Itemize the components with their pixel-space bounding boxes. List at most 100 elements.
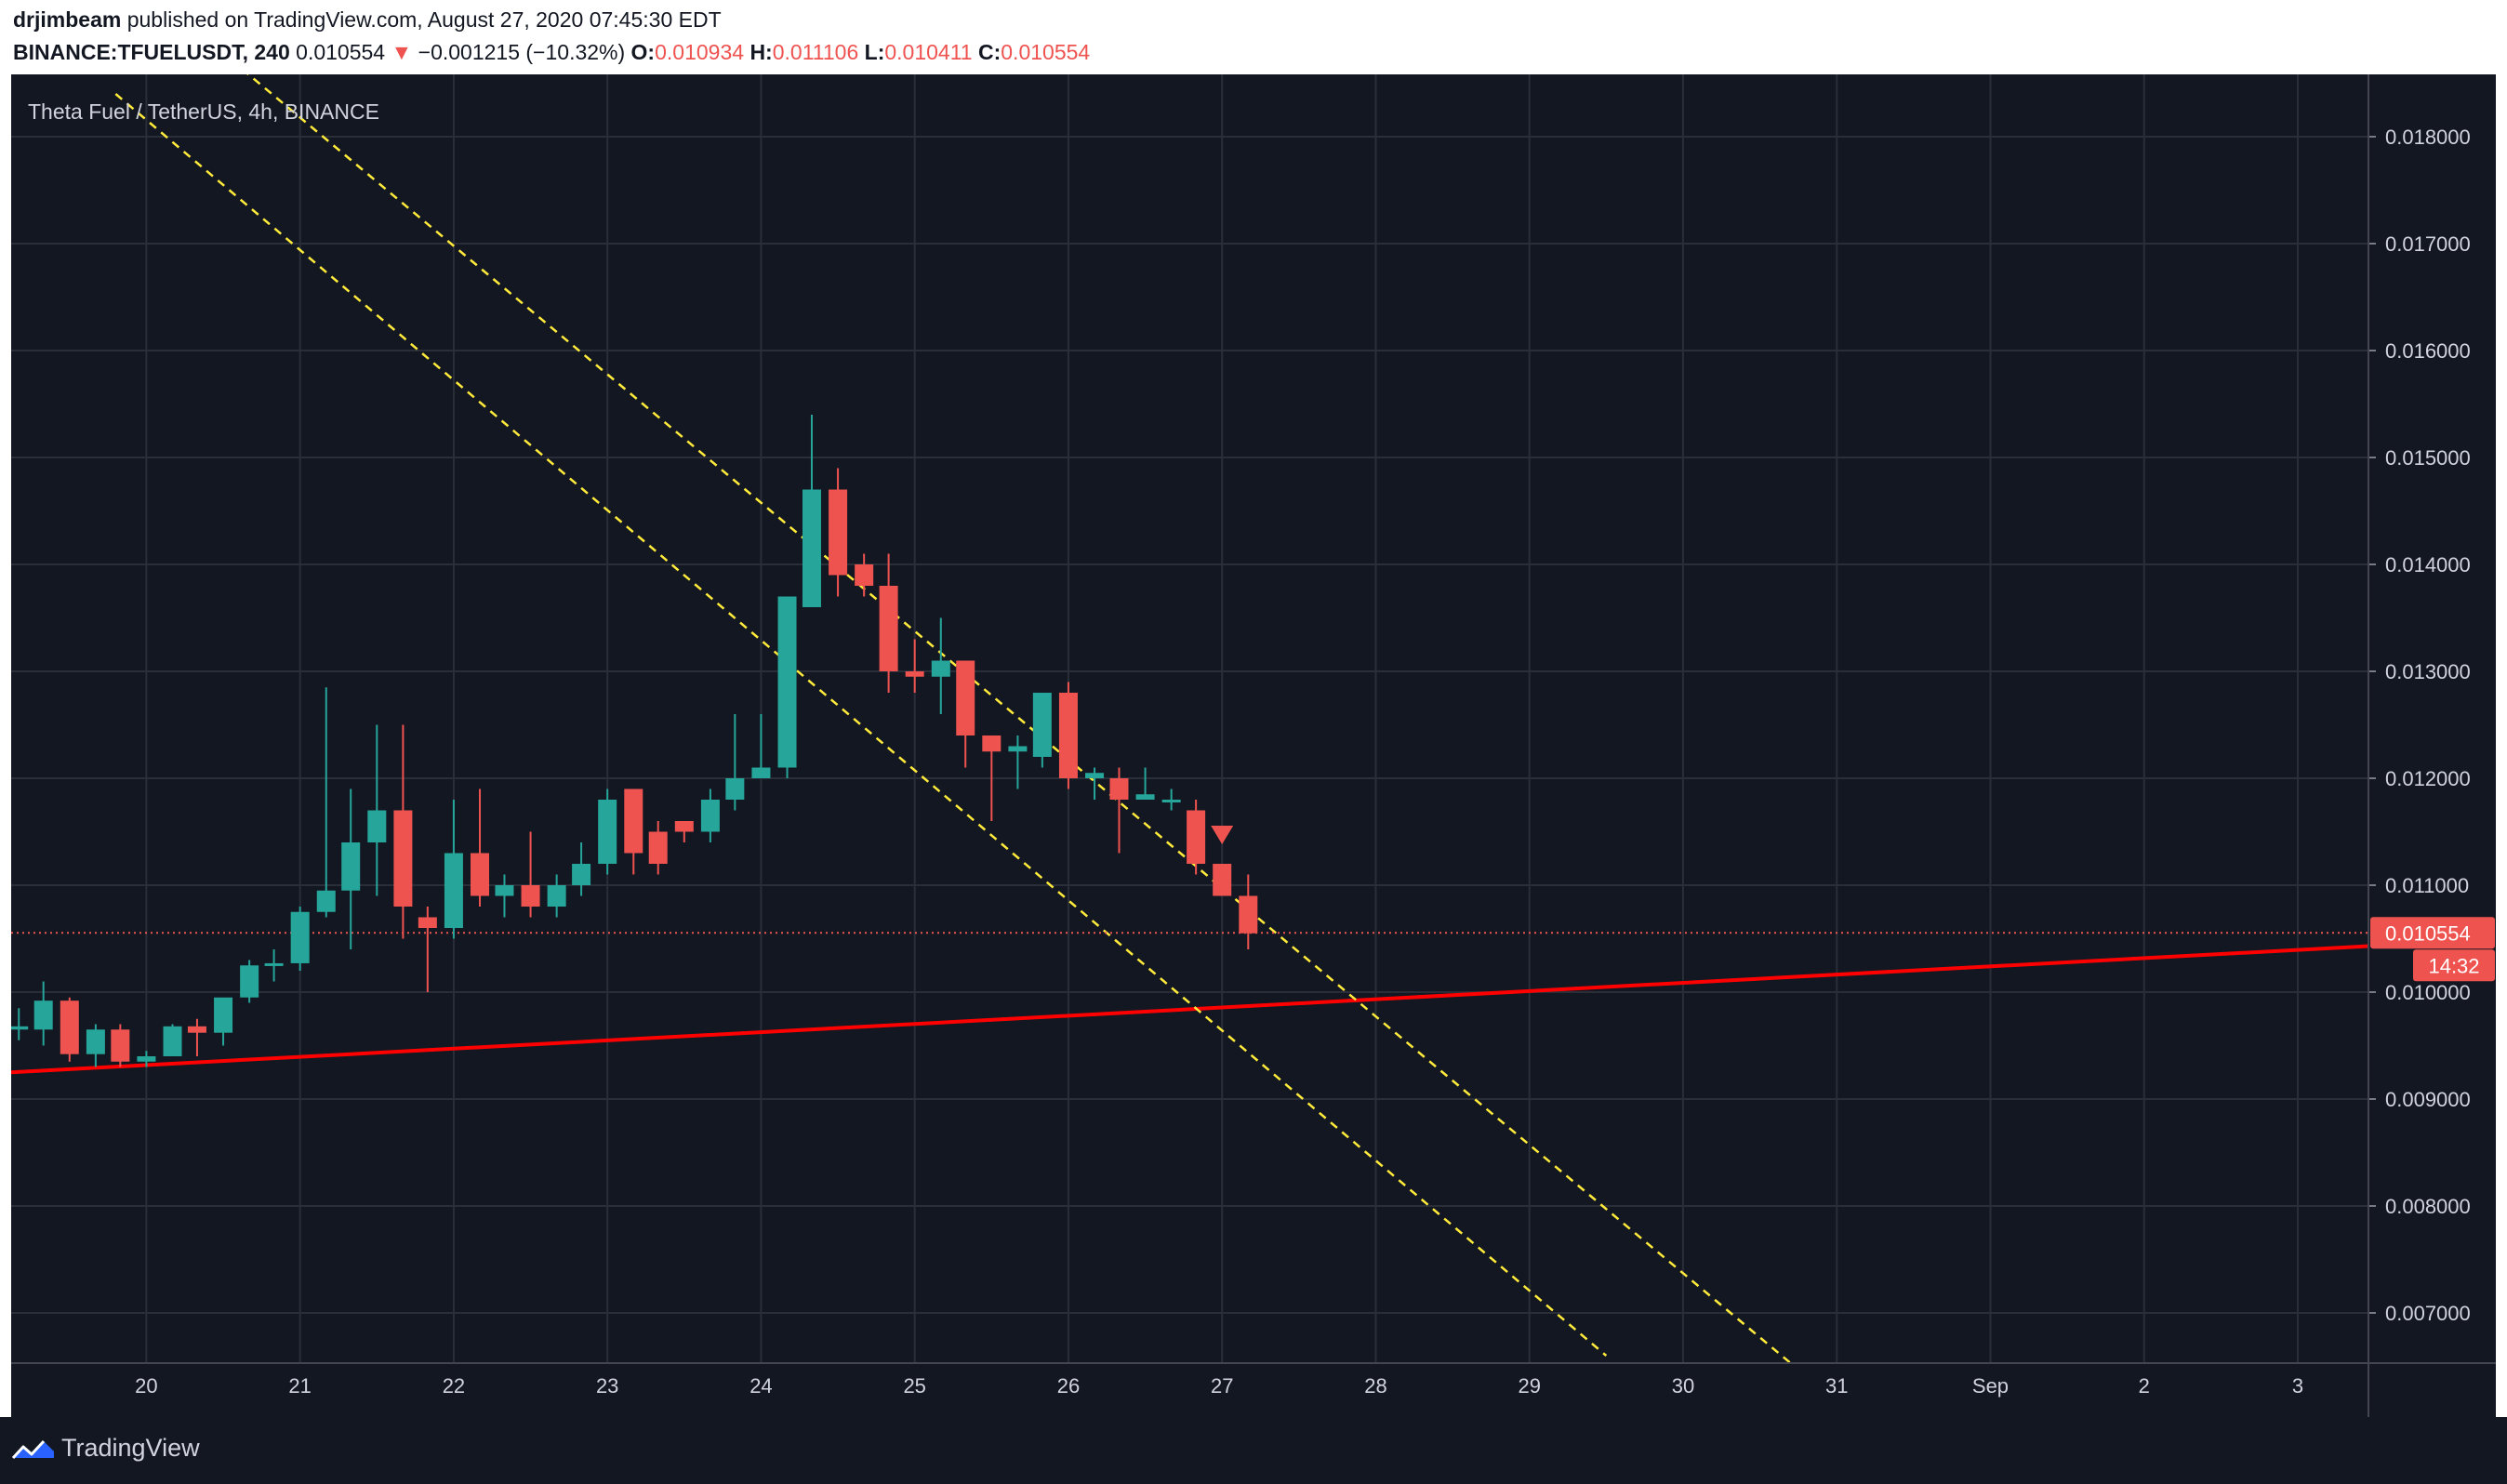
candle-body [60, 1000, 79, 1054]
bearish-candle [418, 907, 437, 992]
x-tick-label: 28 [1364, 1374, 1386, 1398]
last-price: 0.010554 [296, 40, 386, 64]
chart-title: Theta Fuel / TetherUS, 4h, BINANCE [28, 99, 379, 124]
candle-body [1085, 773, 1105, 778]
candle-body [700, 800, 720, 832]
bearish-candle [521, 831, 540, 918]
symbol-line: BINANCE:TFUELUSDT, 240 0.010554 ▼ −0.001… [13, 40, 1090, 65]
close-label: C: [977, 40, 1001, 64]
sell-marker [1211, 825, 1234, 844]
x-tick-label: 21 [288, 1374, 311, 1398]
x-tick-label: 22 [443, 1374, 465, 1398]
candle-body [751, 767, 771, 778]
chart-area[interactable]: 0.018000 0.017000 0.016000 0.015000 0.014000… [11, 74, 2496, 1417]
candle-body [931, 660, 950, 677]
candle-body [137, 1056, 156, 1062]
bearish-candle [829, 468, 848, 597]
x-tick-label: 30 [1672, 1374, 1694, 1398]
candle-body [11, 1026, 29, 1030]
candle-body [648, 831, 668, 864]
candle-body [1239, 895, 1258, 934]
bearish-candle [674, 821, 694, 842]
candle-body [367, 810, 387, 842]
bearish-candle [1058, 682, 1078, 789]
countdown-badge: 14:32 [2413, 949, 2495, 982]
bullish-candle [931, 617, 950, 714]
candle-body [777, 596, 797, 768]
candle-body [725, 778, 745, 800]
candle-body [1187, 810, 1206, 864]
bearish-candle [393, 724, 413, 939]
candle-body [444, 853, 463, 928]
candle-body [855, 564, 874, 586]
y-tick-label: 0.014000 [2385, 553, 2471, 576]
countdown-badge-label: 14:32 [2428, 954, 2479, 977]
published-text: published on TradingView.com, August 27,… [126, 7, 722, 32]
candle-body [393, 810, 413, 907]
candle-body [879, 586, 898, 671]
y-tick-label: 0.011000 [2385, 874, 2469, 897]
y-tick-label: 0.016000 [2385, 339, 2471, 363]
bearish-candle [982, 735, 1001, 821]
x-tick-label: 25 [903, 1374, 925, 1398]
bullish-candle [11, 1008, 29, 1040]
bullish-candle [341, 788, 361, 949]
bullish-candle [163, 1024, 182, 1056]
x-tick-label: 29 [1518, 1374, 1540, 1398]
y-tick-label: 0.015000 [2385, 446, 2471, 470]
sell-marker-icon [1211, 825, 1234, 844]
bearish-candle [624, 788, 643, 875]
bearish-candle [1239, 874, 1258, 949]
bullish-candle [802, 415, 821, 607]
high-value: 0.011106 [772, 40, 859, 64]
candle-body [1032, 693, 1052, 757]
tradingview-logo-icon[interactable] [11, 1436, 56, 1464]
countdown-badge-bg [2413, 949, 2495, 982]
candle-body [1058, 693, 1078, 778]
bearish-candle [1109, 767, 1129, 854]
candle-body [418, 917, 437, 928]
bearish-candle [111, 1024, 130, 1067]
tradingview-brand[interactable]: TradingView [61, 1434, 200, 1462]
x-tick-label: 23 [596, 1374, 618, 1398]
bullish-candle [240, 960, 259, 1003]
bullish-candle [1085, 767, 1105, 800]
axis-labels: 0.018000 0.017000 0.016000 0.015000 0.014000… [135, 126, 2495, 1398]
bullish-candle [264, 949, 284, 982]
x-tick-label: 26 [1057, 1374, 1080, 1398]
candle-body [290, 911, 310, 963]
candle-body [598, 800, 617, 864]
candlestick-chart[interactable]: 0.018000 0.017000 0.016000 0.015000 0.014000… [11, 74, 2496, 1417]
bullish-candle [444, 800, 463, 939]
axes [11, 74, 2496, 1417]
y-tick-label: 0.018000 [2385, 126, 2471, 149]
bearish-candle [1187, 800, 1206, 875]
bullish-candle [777, 596, 797, 778]
candle-body [547, 885, 566, 907]
candle-body [624, 788, 643, 854]
candle-body [982, 735, 1001, 752]
candle-body [521, 885, 540, 907]
publication-line: drjimbeam published on TradingView.com, … [13, 7, 722, 33]
bearish-candle [905, 639, 924, 693]
publication-header: drjimbeam published on TradingView.com, … [0, 0, 2507, 74]
bearish-candle [956, 660, 975, 768]
y-tick-label: 0.009000 [2385, 1088, 2471, 1111]
footer: TradingView [0, 1417, 2507, 1484]
candle-body [33, 1000, 53, 1030]
low-label: L: [864, 40, 885, 64]
bullish-candle [1135, 767, 1155, 800]
x-tick-label: 27 [1211, 1374, 1233, 1398]
bullish-candle [495, 874, 514, 918]
bearish-candle [879, 553, 898, 693]
descending-channel [114, 74, 1792, 1364]
grid-lines [11, 74, 2368, 1363]
candle-body [187, 1026, 206, 1033]
bullish-candle [137, 1051, 156, 1067]
price-change: −0.001215 (−10.32%) [418, 40, 626, 64]
bearish-candle [1213, 864, 1232, 896]
candle-body [1008, 746, 1028, 752]
bullish-candle [751, 714, 771, 778]
high-label: H: [749, 40, 773, 64]
author-name[interactable]: drjimbeam [13, 7, 122, 32]
